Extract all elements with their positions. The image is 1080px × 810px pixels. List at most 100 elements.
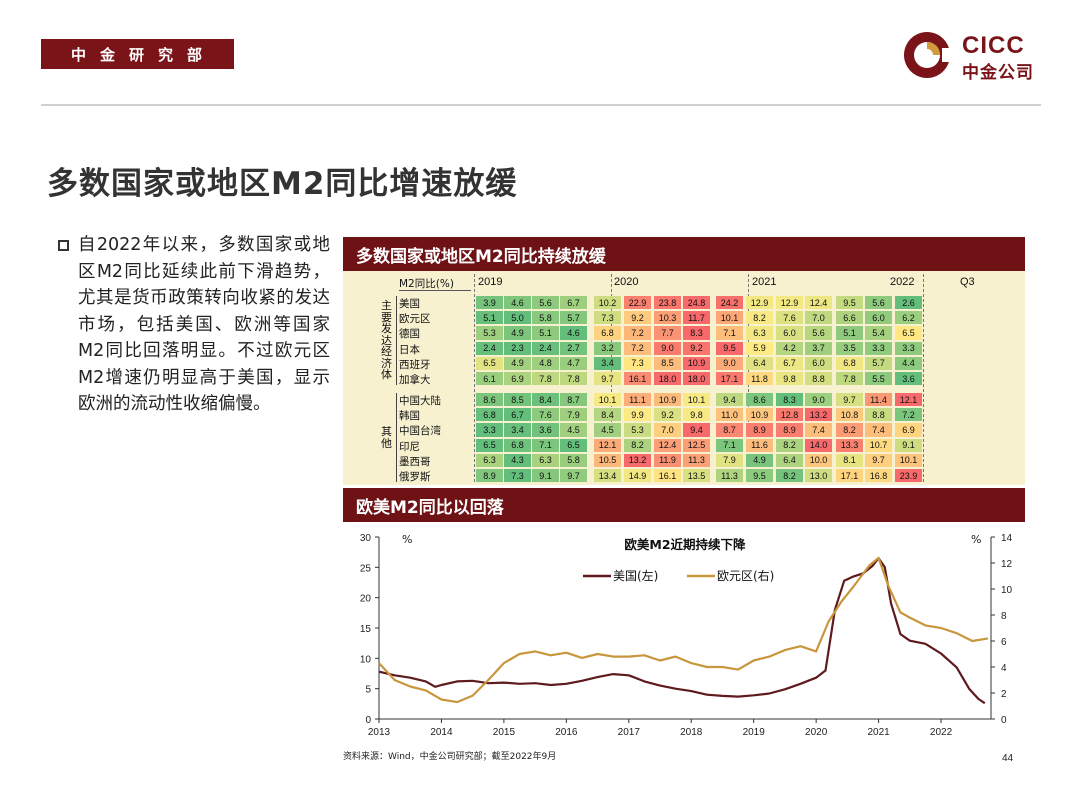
heatmap-cell: 9.8 [776,372,803,386]
heatmap-cell: 6.7 [504,408,531,422]
heatmap-cell: 6.2 [895,311,922,325]
heatmap-cell: 7.4 [805,423,832,437]
heatmap-cell: 8.4 [594,408,621,422]
heatmap-cell: 4.5 [560,423,587,437]
heatmap-cell: 6.8 [836,356,863,370]
heatmap-row-label: 中国台湾 [399,425,441,438]
heatmap-cell: 2.7 [560,341,587,355]
heatmap-cell: 5.8 [532,311,559,325]
heatmap-cell: 5.4 [865,326,892,340]
heatmap-cell: 2.3 [504,341,531,355]
heatmap-row-label: 中国大陆 [399,395,441,407]
heatmap-cell: 10.3 [654,311,681,325]
heatmap-cell: 8.5 [654,356,681,370]
heatmap-cell: 8.6 [476,393,503,407]
heatmap-cell: 9.2 [654,408,681,422]
heatmap-cell: 12.1 [594,438,621,452]
heatmap-cell: 23.8 [654,296,681,310]
header-divider [41,104,1041,106]
heatmap-cell: 4.3 [504,453,531,467]
heatmap-cell: 18.0 [654,372,681,386]
y-left-tick-label: 30 [360,533,372,544]
heatmap-cell: 10.9 [683,356,710,370]
heatmap-cell: 12.4 [654,438,681,452]
heatmap-cell: 17.1 [836,469,863,483]
heatmap-cell: 11.6 [746,438,773,452]
heatmap-cell: 16.1 [624,372,651,386]
heatmap-cell: 3.6 [532,423,559,437]
heatmap-cell: 7.8 [532,372,559,386]
heatmap-cell: 3.2 [594,341,621,355]
y-right-tick-label: 14 [1001,533,1013,544]
heatmap-cell: 5.5 [865,372,892,386]
heatmap-cell: 8.9 [476,469,503,483]
cicc-logo: CICC 中金公司 [902,30,1052,83]
heatmap-cell: 10.9 [746,408,773,422]
heatmap-cell: 10.2 [594,296,621,310]
heatmap-row-label: 墨西哥 [399,455,431,468]
page-title: 多数国家或地区M2同比增速放缓 [47,166,518,202]
heatmap-cell: 4.8 [532,356,559,370]
heatmap-cell: 4.9 [504,356,531,370]
heatmap-cell: 13.2 [805,408,832,422]
heatmap-cell: 9.7 [836,393,863,407]
group-label-developed: 主要发达经济体 [381,299,392,382]
heatmap-period-label: 2022 [890,276,915,288]
heatmap-cell: 9.7 [865,453,892,467]
page-number: 44 [1002,753,1014,764]
x-tick-label: 2014 [430,727,453,738]
heatmap-cell: 6.8 [504,438,531,452]
m2-line-chart: 0 5 10 15 20 25 30 0 2 4 6 8 10 12 14 2013 2014 2015 2016 2… [360,533,1013,738]
heatmap-period-label: 2021 [752,276,777,288]
heatmap-cell: 13.4 [594,469,621,483]
heatmap-cell: 8.2 [776,469,803,483]
y-right-tick-label: 6 [1001,637,1007,648]
heatmap-cell: 18.0 [683,372,710,386]
x-tick-label: 2013 [368,727,391,738]
heatmap-cell: 6.6 [836,311,863,325]
heatmap-cell: 11.7 [683,311,710,325]
heatmap-cell: 4.5 [594,423,621,437]
x-tick-label: 2020 [805,727,828,738]
heatmap-cell: 24.2 [716,296,743,310]
heatmap-row-label: 日本 [399,343,420,356]
y-right-unit: % [971,533,981,546]
heatmap-cell: 8.2 [624,438,651,452]
series-line-us [378,557,986,705]
heatmap-cell: 14.9 [624,469,651,483]
line-chart-title: 欧美M2近期持续下降 [624,537,746,552]
heatmap-cell: 12.4 [805,296,832,310]
heatmap-cell: 7.3 [624,356,651,370]
panel1-title: 多数国家或地区M2同比持续放缓 [356,246,606,267]
heatmap-cell: 6.0 [865,311,892,325]
y-right-tick-label: 0 [1001,715,1007,726]
heatmap-cell: 8.8 [865,408,892,422]
heatmap-cell: 16.1 [654,469,681,483]
heatmap-cell: 5.1 [476,311,503,325]
heatmap-cell: 10.1 [594,393,621,407]
heatmap-cell: 9.1 [532,469,559,483]
heatmap-row-label: 印尼 [399,440,420,453]
heatmap-cell: 10.1 [716,311,743,325]
m2-heatmap: M2同比(%) 2019 2020 2021 2022 Q3 主要发达经济体 美国 3.9 4.6… [343,271,1025,485]
heatmap-cell: 4.4 [895,356,922,370]
heatmap-cell: 2.4 [532,341,559,355]
heatmap-cell: 7.0 [805,311,832,325]
heatmap-cell: 3.4 [504,423,531,437]
panel2-title-bar: 欧美M2同比以回落 [343,488,1025,522]
y-right-tick-label: 4 [1001,663,1007,674]
heatmap-cell: 6.5 [476,356,503,370]
y-left-tick-label: 10 [360,654,372,665]
heatmap-cell: 22.9 [624,296,651,310]
heatmap-cell: 5.6 [865,296,892,310]
x-tick-label: 2022 [930,727,953,738]
heatmap-cell: 8.4 [532,393,559,407]
heatmap-cell: 4.6 [504,296,531,310]
heatmap-cell: 7.9 [560,408,587,422]
heatmap-cell: 12.8 [776,408,803,422]
heatmap-cell: 10.9 [654,393,681,407]
bullet-text: 自2022年以来，多数国家或地区M2同比延续此前下滑趋势，尤其是货币政策转向收紧… [78,235,330,414]
heatmap-cell: 3.3 [895,341,922,355]
heatmap-header-underline [399,290,471,291]
heatmap-cell: 3.4 [594,356,621,370]
